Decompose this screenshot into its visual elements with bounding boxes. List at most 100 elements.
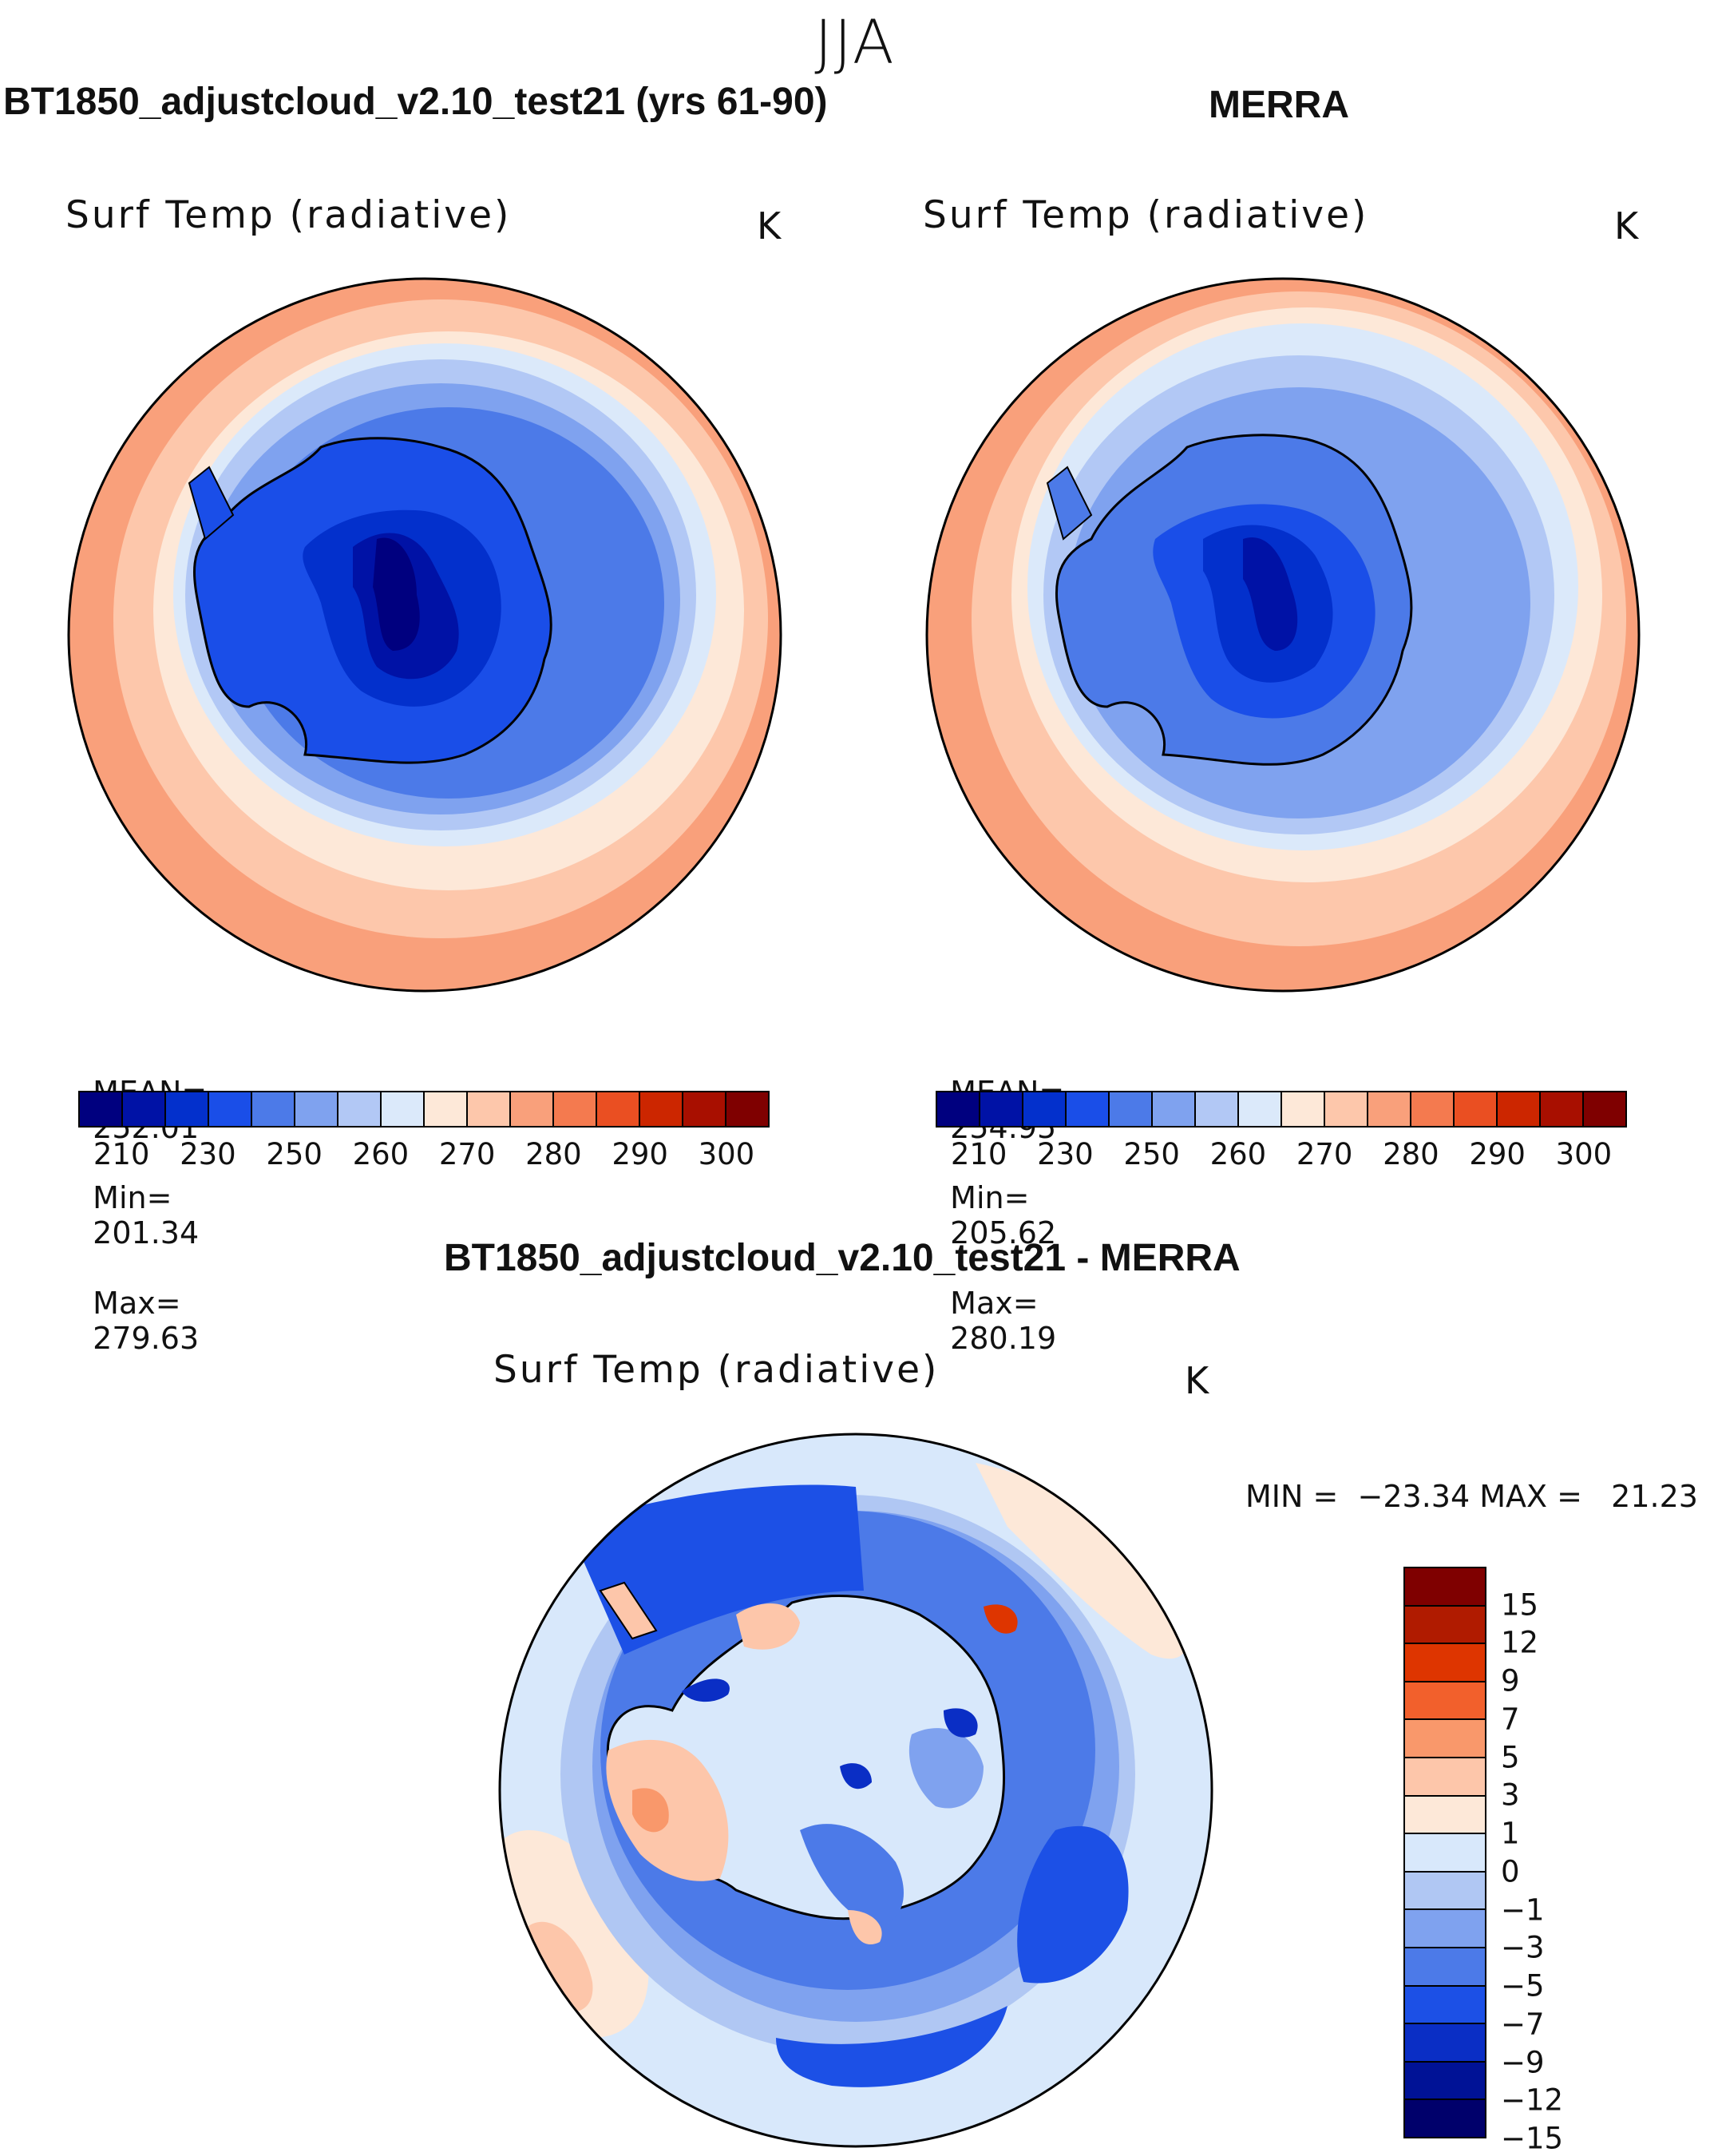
colorbar-swatch <box>1110 1092 1153 1126</box>
obs-colorbar <box>936 1091 1627 1128</box>
diff-field-title: Surf Temp (radiative) <box>493 1348 940 1392</box>
colorbar-tick-label: 250 <box>266 1137 323 1171</box>
obs-field-title: Surf Temp (radiative) <box>923 193 1369 237</box>
diff-colorbar <box>1403 1567 1486 2138</box>
colorbar-swatch <box>166 1092 209 1126</box>
colorbar-swatch <box>1239 1092 1282 1126</box>
colorbar-swatch <box>511 1092 554 1126</box>
colorbar-swatch <box>123 1092 166 1126</box>
obs-min-label: Min= <box>950 1180 1030 1215</box>
season-title: JJA <box>814 6 896 77</box>
colorbar-swatch <box>1541 1092 1584 1126</box>
colorbar-swatch <box>1282 1092 1325 1126</box>
obs-max-label: Max= <box>950 1286 1039 1321</box>
colorbar-swatch <box>338 1092 382 1126</box>
colorbar-swatch <box>1455 1092 1498 1126</box>
colorbar-level-label: −15 <box>1501 2121 1564 2156</box>
colorbar-swatch <box>1405 1986 1485 2025</box>
colorbar-swatch <box>1368 1092 1411 1126</box>
diff-polar-map <box>498 1433 1213 2148</box>
colorbar-swatch <box>1405 1720 1485 1758</box>
colorbar-swatch <box>295 1092 338 1126</box>
colorbar-swatch <box>425 1092 468 1126</box>
model-polar-map <box>67 277 782 993</box>
colorbar-swatch <box>1498 1092 1541 1126</box>
colorbar-tick-label: 280 <box>525 1137 582 1171</box>
colorbar-swatch <box>382 1092 425 1126</box>
colorbar-level-label: −12 <box>1501 2083 1564 2118</box>
colorbar-swatch <box>252 1092 295 1126</box>
colorbar-swatch <box>1411 1092 1455 1126</box>
colorbar-swatch <box>468 1092 511 1126</box>
colorbar-swatch <box>1405 1910 1485 1948</box>
colorbar-tick-label: 250 <box>1123 1137 1180 1171</box>
colorbar-swatch <box>209 1092 252 1126</box>
colorbar-swatch <box>640 1092 683 1126</box>
colorbar-swatch <box>1405 2100 1485 2137</box>
model-unit: K <box>757 204 782 248</box>
colorbar-tick-label: 270 <box>1296 1137 1353 1171</box>
diff-case-title: BT1850_adjustcloud_v2.10_test21 - MERRA <box>444 1237 1241 1279</box>
colorbar-swatch <box>1405 1568 1485 1607</box>
colorbar-swatch <box>597 1092 640 1126</box>
colorbar-swatch <box>1325 1092 1368 1126</box>
colorbar-swatch <box>1153 1092 1196 1126</box>
colorbar-level-label: 15 <box>1501 1587 1539 1623</box>
colorbar-tick-label: 290 <box>612 1137 668 1171</box>
colorbar-level-label: 1 <box>1501 1816 1520 1851</box>
model-case-title: BT1850_adjustcloud_v2.10_test21 (yrs 61-… <box>3 81 828 123</box>
colorbar-level-label: 9 <box>1501 1663 1520 1698</box>
obs-max-value: 280.19 <box>950 1321 1057 1356</box>
colorbar-swatch <box>980 1092 1023 1126</box>
colorbar-swatch <box>1196 1092 1239 1126</box>
colorbar-tick-label: 210 <box>93 1137 150 1171</box>
model-min-value: 201.34 <box>93 1215 200 1250</box>
colorbar-swatch <box>726 1092 768 1126</box>
model-field-title: Surf Temp (radiative) <box>65 193 512 237</box>
colorbar-level-label: 3 <box>1501 1778 1520 1813</box>
diff-unit: K <box>1185 1359 1209 1402</box>
colorbar-swatch <box>1584 1092 1625 1126</box>
colorbar-swatch <box>1405 1834 1485 1873</box>
colorbar-swatch <box>554 1092 597 1126</box>
colorbar-swatch <box>1405 1644 1485 1682</box>
colorbar-tick-label: 300 <box>698 1137 755 1171</box>
obs-unit: K <box>1614 204 1639 248</box>
colorbar-level-label: 12 <box>1501 1625 1539 1660</box>
colorbar-level-label: 0 <box>1501 1854 1520 1889</box>
colorbar-tick-label: 270 <box>438 1137 496 1171</box>
colorbar-swatch <box>1405 1948 1485 1987</box>
colorbar-swatch <box>1405 1606 1485 1645</box>
colorbar-level-label: −5 <box>1501 1968 1545 2003</box>
colorbar-swatch <box>683 1092 726 1126</box>
obs-min-value: 205.62 <box>950 1215 1057 1250</box>
model-colorbar <box>78 1091 770 1128</box>
colorbar-level-label: −7 <box>1501 2007 1545 2042</box>
obs-polar-map <box>925 277 1641 993</box>
colorbar-swatch <box>1405 1758 1485 1797</box>
colorbar-level-label: 5 <box>1501 1740 1520 1775</box>
colorbar-swatch <box>1023 1092 1067 1126</box>
colorbar-tick-label: 260 <box>1209 1137 1267 1171</box>
model-max-value: 279.63 <box>93 1321 200 1356</box>
colorbar-swatch <box>1067 1092 1110 1126</box>
model-max-label: Max= <box>93 1286 181 1321</box>
colorbar-swatch <box>80 1092 123 1126</box>
colorbar-tick-label: 300 <box>1555 1137 1613 1171</box>
colorbar-tick-label: 210 <box>950 1137 1007 1171</box>
diff-colorbar-labels: 15 12 9 7 5 3 1 0 −1 −3 −5 −7 −9 −12 −15 <box>1501 1567 1597 2155</box>
colorbar-tick-label: 230 <box>180 1137 236 1171</box>
colorbar-swatch <box>1405 1682 1485 1721</box>
colorbar-level-label: 7 <box>1501 1702 1520 1737</box>
model-min-label: Min= <box>93 1180 172 1215</box>
colorbar-tick-label: 260 <box>352 1137 410 1171</box>
colorbar-swatch <box>1405 1796 1485 1835</box>
colorbar-swatch <box>1405 1872 1485 1911</box>
colorbar-tick-label: 230 <box>1037 1137 1094 1171</box>
colorbar-level-label: −3 <box>1501 1930 1545 1965</box>
colorbar-swatch <box>1405 2062 1485 2101</box>
colorbar-swatch <box>937 1092 980 1126</box>
obs-case-title: MERRA <box>1209 84 1349 126</box>
colorbar-tick-label: 280 <box>1383 1137 1439 1171</box>
colorbar-tick-label: 290 <box>1469 1137 1526 1171</box>
